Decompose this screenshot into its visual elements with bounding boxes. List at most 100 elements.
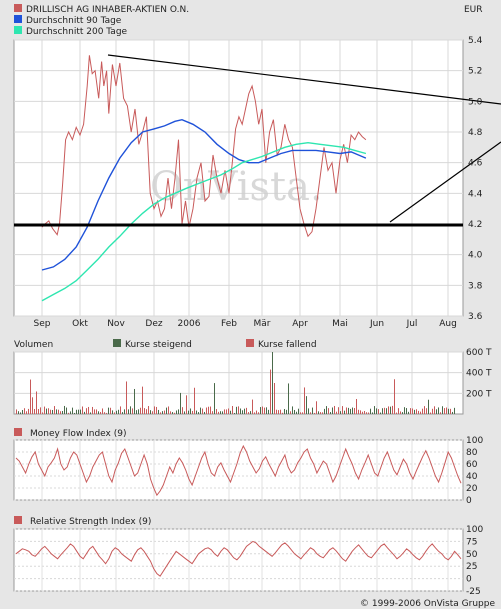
volume-bars bbox=[16, 352, 455, 414]
volume-bar bbox=[366, 412, 367, 414]
volume-bar bbox=[66, 407, 67, 414]
volume-bar bbox=[410, 408, 411, 414]
legend-swatch-ma200 bbox=[14, 26, 22, 34]
volume-bar bbox=[438, 407, 439, 414]
volume-bar bbox=[334, 405, 335, 414]
volume-bar bbox=[146, 409, 147, 414]
volume-bar bbox=[120, 406, 121, 414]
volume-bar bbox=[294, 409, 295, 414]
volume-bar bbox=[378, 409, 379, 414]
osc-ytick-label: 20 bbox=[466, 484, 478, 494]
volume-bar bbox=[300, 412, 301, 414]
volume-bar bbox=[372, 412, 373, 414]
volume-bar bbox=[90, 412, 91, 414]
volume-bar bbox=[142, 386, 143, 414]
volume-bar bbox=[50, 409, 51, 414]
volume-bar bbox=[402, 412, 403, 414]
volume-bar bbox=[122, 412, 123, 414]
mfi-grid bbox=[14, 439, 463, 501]
volume-bar bbox=[368, 412, 369, 414]
volume-bar bbox=[94, 409, 95, 414]
volume-bar bbox=[436, 409, 437, 414]
volume-bar bbox=[326, 406, 327, 414]
volume-bar bbox=[242, 410, 243, 414]
volume-bar bbox=[250, 411, 251, 414]
legend-label-price: DRILLISCH AG INHABER-AKTIEN O.N. bbox=[26, 5, 189, 15]
volume-bar bbox=[324, 408, 325, 414]
volume-bar bbox=[154, 406, 155, 414]
volume-bar bbox=[432, 408, 433, 414]
volume-bar bbox=[166, 407, 167, 414]
volume-bar bbox=[398, 408, 399, 414]
volume-bar bbox=[206, 407, 207, 414]
volume-bar bbox=[82, 406, 83, 414]
volume-bar bbox=[172, 412, 173, 414]
volume-panel bbox=[13, 351, 464, 415]
volume-bar bbox=[24, 408, 25, 414]
volume-bar bbox=[232, 406, 233, 414]
volume-bar bbox=[408, 411, 409, 414]
month-tick-label: Mär bbox=[254, 319, 271, 329]
volume-bar bbox=[60, 411, 61, 414]
volume-bar bbox=[80, 409, 81, 414]
rsi-title-swatch bbox=[14, 516, 22, 524]
volume-bar bbox=[170, 411, 171, 414]
volume-bar bbox=[442, 406, 443, 414]
volume-bar bbox=[112, 410, 113, 414]
volume-bar bbox=[156, 406, 157, 414]
volume-bar bbox=[286, 409, 287, 414]
volume-bar bbox=[406, 408, 407, 414]
volume-bar bbox=[322, 412, 323, 414]
volume-bar bbox=[384, 407, 385, 414]
price-ytick-label: 3.8 bbox=[468, 281, 483, 291]
month-tick-label: Nov bbox=[107, 319, 125, 329]
volume-bar bbox=[308, 408, 309, 414]
volume-bar bbox=[34, 408, 35, 414]
volume-bar bbox=[16, 409, 17, 414]
volume-bar bbox=[444, 408, 445, 414]
volume-bar bbox=[414, 409, 415, 414]
volume-bar bbox=[258, 412, 259, 414]
volume-bar bbox=[108, 407, 109, 414]
volume-bar bbox=[198, 412, 199, 414]
volume-bar bbox=[222, 411, 223, 414]
month-tick-label: Sep bbox=[34, 319, 51, 329]
price-series-group bbox=[41, 55, 367, 302]
volume-bar bbox=[262, 406, 263, 414]
volume-bar bbox=[306, 396, 307, 414]
volume-bar bbox=[276, 409, 277, 414]
volume-bar bbox=[386, 408, 387, 414]
volume-bar bbox=[352, 407, 353, 414]
volume-bar bbox=[26, 411, 27, 414]
volume-bar bbox=[58, 409, 59, 414]
volume-bar bbox=[72, 407, 73, 414]
volume-bar bbox=[130, 406, 131, 414]
volume-bar bbox=[360, 410, 361, 414]
volume-bar bbox=[106, 412, 107, 414]
volume-bar bbox=[114, 412, 115, 414]
month-tick-label: Feb bbox=[221, 319, 237, 329]
volume-bar bbox=[244, 408, 245, 414]
volume-bar bbox=[46, 408, 47, 414]
legend-label-ma90: Durchschnitt 90 Tage bbox=[26, 16, 122, 26]
volume-bar bbox=[288, 383, 289, 414]
price-line bbox=[41, 55, 367, 238]
volume-bar bbox=[52, 409, 53, 414]
mfi-line bbox=[15, 444, 462, 497]
volume-bar bbox=[440, 412, 441, 414]
osc-ytick-label: -25 bbox=[466, 587, 481, 597]
volume-bar bbox=[342, 406, 343, 414]
month-tick-label: Dez bbox=[145, 319, 162, 329]
volume-bar bbox=[54, 406, 55, 414]
ma90-line bbox=[41, 118, 367, 271]
volume-bar bbox=[216, 409, 217, 414]
price-ytick-label: 3.6 bbox=[468, 312, 483, 322]
volume-bar bbox=[186, 395, 187, 414]
volume-bar bbox=[226, 409, 227, 414]
volume-bar bbox=[30, 379, 31, 414]
volume-bar bbox=[62, 411, 63, 414]
volume-bar bbox=[388, 406, 389, 414]
volume-bar bbox=[396, 412, 397, 414]
volume-bar bbox=[178, 409, 179, 414]
volume-bar bbox=[364, 410, 365, 414]
